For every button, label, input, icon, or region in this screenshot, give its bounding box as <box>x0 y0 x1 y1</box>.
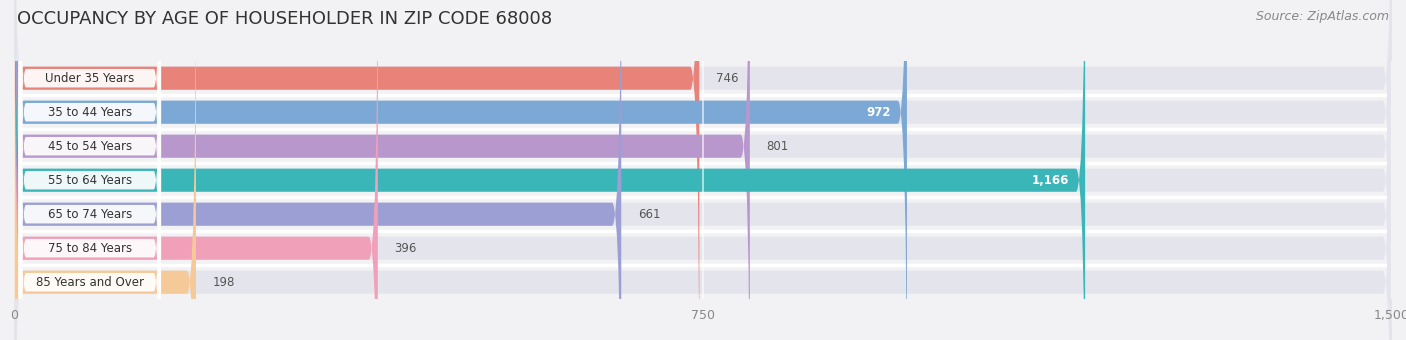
Text: 972: 972 <box>866 106 890 119</box>
FancyBboxPatch shape <box>14 0 1392 340</box>
FancyBboxPatch shape <box>18 0 162 340</box>
Text: 85 Years and Over: 85 Years and Over <box>35 276 143 289</box>
FancyBboxPatch shape <box>14 0 1392 340</box>
Text: 746: 746 <box>716 72 738 85</box>
Text: 1,166: 1,166 <box>1031 174 1069 187</box>
FancyBboxPatch shape <box>18 0 162 340</box>
FancyBboxPatch shape <box>18 0 162 340</box>
Text: 661: 661 <box>638 208 661 221</box>
Text: OCCUPANCY BY AGE OF HOUSEHOLDER IN ZIP CODE 68008: OCCUPANCY BY AGE OF HOUSEHOLDER IN ZIP C… <box>17 10 553 28</box>
Text: Under 35 Years: Under 35 Years <box>45 72 135 85</box>
FancyBboxPatch shape <box>18 0 162 340</box>
FancyBboxPatch shape <box>14 0 1392 340</box>
Text: 45 to 54 Years: 45 to 54 Years <box>48 140 132 153</box>
FancyBboxPatch shape <box>14 0 378 340</box>
FancyBboxPatch shape <box>14 0 907 340</box>
Text: 198: 198 <box>212 276 235 289</box>
FancyBboxPatch shape <box>14 0 1392 340</box>
FancyBboxPatch shape <box>14 0 1085 340</box>
Text: 35 to 44 Years: 35 to 44 Years <box>48 106 132 119</box>
FancyBboxPatch shape <box>14 0 749 340</box>
Text: Source: ZipAtlas.com: Source: ZipAtlas.com <box>1256 10 1389 23</box>
FancyBboxPatch shape <box>14 0 699 340</box>
FancyBboxPatch shape <box>14 0 621 340</box>
Text: 396: 396 <box>394 242 416 255</box>
Text: 55 to 64 Years: 55 to 64 Years <box>48 174 132 187</box>
Text: 75 to 84 Years: 75 to 84 Years <box>48 242 132 255</box>
FancyBboxPatch shape <box>14 0 1392 340</box>
FancyBboxPatch shape <box>14 0 1392 340</box>
FancyBboxPatch shape <box>18 19 162 340</box>
FancyBboxPatch shape <box>18 0 162 340</box>
FancyBboxPatch shape <box>14 0 195 340</box>
Text: 801: 801 <box>766 140 789 153</box>
FancyBboxPatch shape <box>18 0 162 340</box>
FancyBboxPatch shape <box>14 0 1392 340</box>
Text: 65 to 74 Years: 65 to 74 Years <box>48 208 132 221</box>
